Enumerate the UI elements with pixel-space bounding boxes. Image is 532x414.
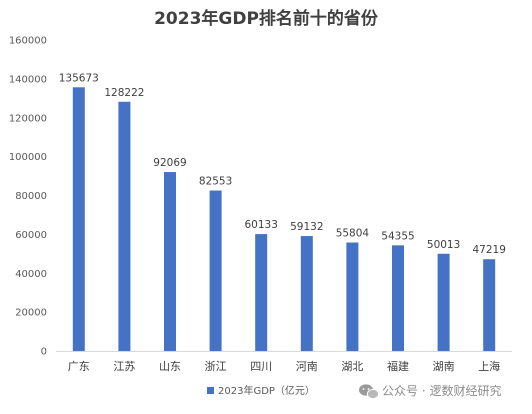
data-label: 92069 <box>153 157 186 169</box>
x-tick-label: 福建 <box>387 359 409 373</box>
bar <box>392 245 404 351</box>
bar <box>300 236 313 351</box>
data-label: 59132 <box>290 221 323 233</box>
bar-series <box>72 87 496 351</box>
bar <box>346 242 359 351</box>
x-tick-label: 湖南 <box>433 360 455 373</box>
legend-swatch <box>207 387 214 394</box>
data-label: 82553 <box>199 176 232 188</box>
watermark: 公众号 · 逻数财经研究 <box>359 383 501 400</box>
y-tick-label: 0 <box>41 347 47 358</box>
data-label: 135673 <box>59 72 99 84</box>
y-tick-label: 160000 <box>9 36 47 47</box>
x-tick-label: 河南 <box>296 360 318 373</box>
y-axis: 0 20000 40000 60000 80000 100000 120000 140000 1… <box>9 36 47 358</box>
y-tick-label: 120000 <box>9 113 47 124</box>
data-label: 60133 <box>244 219 277 231</box>
bar <box>164 172 176 351</box>
data-label: 55804 <box>336 228 370 240</box>
x-tick-label: 山东 <box>159 360 181 373</box>
data-label: 128222 <box>104 87 144 99</box>
bar <box>483 259 496 351</box>
y-tick-label: 20000 <box>15 308 47 319</box>
x-tick-label: 湖北 <box>341 360 363 373</box>
y-tick-label: 100000 <box>9 152 47 163</box>
bar <box>72 87 85 351</box>
bar <box>255 234 268 351</box>
watermark-text: 公众号 · 逻数财经研究 <box>382 383 501 398</box>
bar <box>209 190 222 351</box>
legend-label: 2023年GDP（亿元） <box>218 384 315 397</box>
bar <box>437 253 450 351</box>
x-tick-label: 四川 <box>250 360 272 373</box>
wechat-icon <box>359 384 380 400</box>
y-tick-label: 60000 <box>15 230 47 241</box>
chart-title: 2023年GDP排名前十的省份 <box>154 8 379 29</box>
y-tick-label: 40000 <box>15 269 47 280</box>
y-tick-label: 140000 <box>9 74 47 85</box>
data-label: 47219 <box>472 244 505 256</box>
y-tick-label: 80000 <box>15 191 47 202</box>
data-labels: 135673 128222 92069 82553 60133 59132 55804 543… <box>59 72 506 256</box>
legend: 2023年GDP（亿元） <box>207 384 315 397</box>
x-tick-label: 上海 <box>478 359 500 373</box>
x-tick-label: 浙江 <box>205 360 227 373</box>
data-label: 50013 <box>427 239 460 251</box>
x-tick-label: 江苏 <box>113 360 135 373</box>
x-axis: 广东 江苏 山东 浙江 四川 河南 湖北 福建 湖南 上海 <box>56 351 512 373</box>
data-label: 54355 <box>381 230 414 242</box>
bar <box>118 101 131 351</box>
x-tick-label: 广东 <box>68 360 90 373</box>
